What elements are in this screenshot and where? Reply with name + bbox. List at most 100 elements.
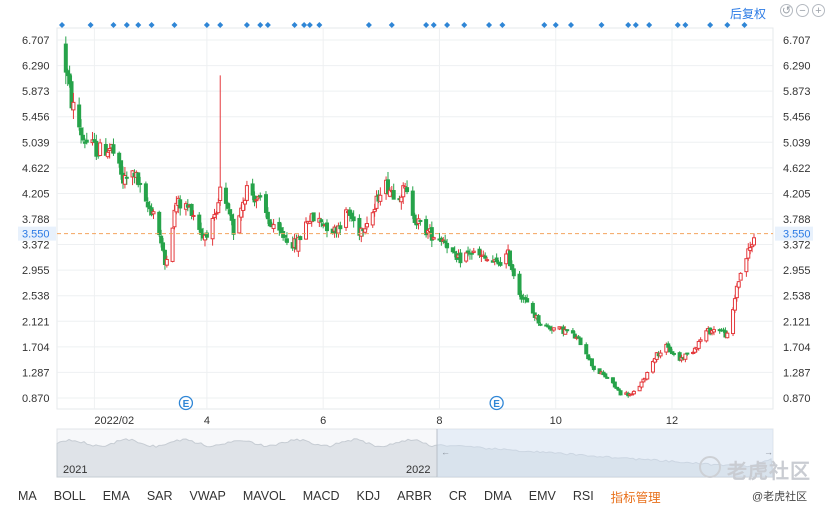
candle-body <box>645 372 650 380</box>
event-dot[interactable] <box>682 22 689 28</box>
earnings-event-label: E <box>183 399 190 410</box>
candle-body <box>725 332 730 339</box>
navigator-left-arrow-icon[interactable]: ← <box>441 447 450 457</box>
indicator-rsi-button[interactable]: RSI <box>572 489 594 503</box>
indicator-ma-button[interactable]: MA <box>18 489 37 503</box>
event-dot[interactable] <box>148 22 155 28</box>
candle-body <box>250 183 255 196</box>
adjust-restore-button[interactable]: 后复权 <box>730 7 767 21</box>
event-dot[interactable] <box>541 22 548 28</box>
candlestick-chart-svg[interactable]: 6.707 6.290 5.873 5.456 5.039 4.622 4.205 3.788… <box>0 0 831 483</box>
event-dot[interactable] <box>306 22 313 28</box>
indicator-cr-button[interactable]: CR <box>448 489 467 503</box>
event-dot[interactable] <box>461 22 468 28</box>
event-dot[interactable] <box>87 22 94 28</box>
earnings-event-icon[interactable] <box>178 395 194 411</box>
y-tick-label-right: 2.121 <box>783 316 811 328</box>
candle-body <box>172 209 177 228</box>
event-dot[interactable] <box>243 22 250 28</box>
indicator-mavol-button[interactable]: MAVOL <box>242 489 286 503</box>
gridlines <box>56 27 774 410</box>
event-dot[interactable] <box>552 22 559 28</box>
event-dot[interactable] <box>123 22 130 28</box>
candle-body <box>378 194 383 202</box>
zoom-in-icon[interactable]: + <box>812 4 825 17</box>
event-dot[interactable] <box>598 22 605 28</box>
indicator-boll-button[interactable]: BOLL <box>53 489 86 503</box>
event-dot[interactable] <box>724 22 731 28</box>
indicator-kdj-button[interactable]: KDJ <box>356 489 381 503</box>
range-navigator[interactable]: ← → 2021 2022 <box>56 428 774 478</box>
candle-body <box>107 148 112 151</box>
event-dot[interactable] <box>486 22 493 28</box>
indicator-ema-button[interactable]: EMA <box>102 489 130 503</box>
candle-body <box>372 208 377 213</box>
candle-body <box>284 238 289 243</box>
indicator-sar-button[interactable]: SAR <box>146 489 173 503</box>
indicator-arbr-button[interactable]: ARBR <box>397 489 432 503</box>
candle-body <box>283 235 288 238</box>
event-dot[interactable] <box>217 22 224 28</box>
event-dot[interactable] <box>646 22 653 28</box>
candle-body <box>589 358 594 367</box>
y-tick-label-left: 5.873 <box>22 86 50 98</box>
candle-body <box>164 259 169 266</box>
candle-body <box>471 250 476 253</box>
event-dot[interactable] <box>257 22 264 28</box>
event-dot[interactable] <box>110 22 117 28</box>
event-dot[interactable] <box>567 22 574 28</box>
candle-body <box>418 220 423 223</box>
event-dot[interactable] <box>444 22 451 28</box>
indicator-macd-button[interactable]: MACD <box>302 489 340 503</box>
indicator-emv-button[interactable]: EMV <box>528 489 556 503</box>
indicator-manage-button[interactable]: 指标管理 <box>610 490 661 505</box>
candle-body <box>458 252 463 264</box>
event-dot[interactable] <box>316 22 323 28</box>
candle-body <box>338 225 343 230</box>
candle-body <box>586 354 591 360</box>
earnings-event-label: E <box>493 399 500 410</box>
event-dot[interactable] <box>625 22 632 28</box>
event-dot[interactable] <box>365 22 372 28</box>
candle-body <box>485 259 490 262</box>
candle-body <box>212 214 217 218</box>
candle-body <box>668 346 673 353</box>
event-dot[interactable] <box>499 22 506 28</box>
zoom-out-icon[interactable]: − <box>796 4 809 17</box>
candle-body <box>591 365 596 370</box>
navigator-selection[interactable] <box>437 429 773 477</box>
event-dot[interactable] <box>674 22 681 28</box>
event-dot-row[interactable] <box>59 22 748 28</box>
candle-body <box>71 101 76 111</box>
event-dot[interactable] <box>291 22 298 28</box>
indicator-vwap-button[interactable]: VWAP <box>189 489 226 503</box>
earnings-event-icon[interactable] <box>489 395 504 411</box>
event-dot[interactable] <box>423 22 430 28</box>
navigator-right-arrow-icon[interactable]: → <box>764 447 773 457</box>
y-tick-label-left: 5.456 <box>22 112 50 124</box>
candle-body <box>119 160 124 175</box>
indicator-dma-button[interactable]: DMA <box>483 489 512 503</box>
event-dot[interactable] <box>264 22 271 28</box>
candle-body <box>469 252 474 255</box>
event-dot[interactable] <box>301 22 308 28</box>
event-dot[interactable] <box>59 22 65 28</box>
candle-body <box>650 361 655 373</box>
candle-body <box>631 390 636 395</box>
event-dot[interactable] <box>135 22 142 28</box>
event-dot[interactable] <box>632 22 639 28</box>
refresh-icon[interactable]: ↺ <box>780 4 793 17</box>
candle-body <box>639 381 644 388</box>
event-dot[interactable] <box>707 22 714 28</box>
event-dot[interactable] <box>388 22 395 28</box>
navigator-year-label: 2022 <box>406 464 430 476</box>
event-dot[interactable] <box>171 22 178 28</box>
x-tick-label: 12 <box>666 415 678 427</box>
event-dot[interactable] <box>741 22 748 28</box>
candle-body <box>614 386 619 389</box>
candle-body <box>605 376 610 379</box>
event-dot[interactable] <box>203 22 210 28</box>
event-dot[interactable] <box>430 22 437 28</box>
